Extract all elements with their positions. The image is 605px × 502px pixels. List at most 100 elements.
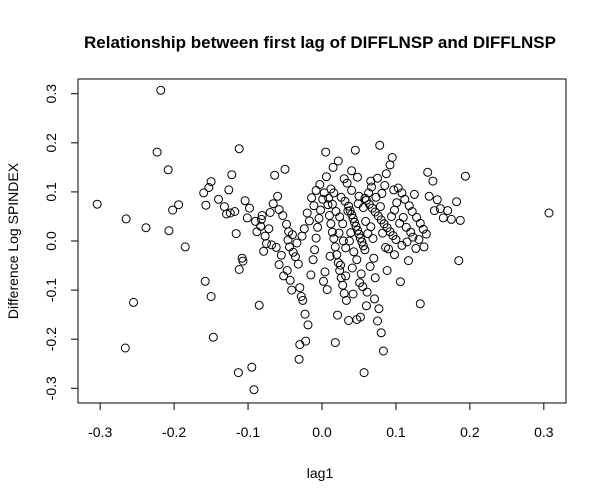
y-tick-label: 0.2 bbox=[43, 133, 59, 153]
data-point bbox=[346, 228, 356, 238]
data-point bbox=[331, 207, 341, 216]
data-point bbox=[408, 232, 418, 242]
data-point bbox=[390, 250, 399, 260]
data-point bbox=[264, 224, 274, 234]
x-tick-label: 0.2 bbox=[460, 424, 480, 440]
data-point bbox=[313, 222, 323, 232]
data-point bbox=[299, 224, 309, 234]
data-point bbox=[323, 200, 333, 210]
data-point bbox=[385, 160, 395, 170]
data-point bbox=[365, 262, 375, 271]
data-point bbox=[415, 218, 425, 228]
data-point bbox=[249, 385, 259, 395]
data-point bbox=[392, 198, 402, 208]
data-point bbox=[274, 260, 284, 270]
y-tick-label: 0.1 bbox=[43, 182, 59, 202]
data-point bbox=[293, 259, 303, 269]
data-point bbox=[330, 338, 340, 348]
data-points bbox=[92, 85, 554, 395]
x-tick-label: 0.0 bbox=[312, 424, 332, 440]
data-point bbox=[333, 258, 343, 268]
data-point bbox=[321, 147, 331, 157]
data-point bbox=[265, 208, 275, 217]
data-point bbox=[319, 188, 329, 198]
y-tick-label: 0.0 bbox=[43, 231, 59, 251]
data-point bbox=[341, 295, 351, 305]
data-point bbox=[304, 216, 314, 226]
data-point bbox=[423, 167, 433, 177]
data-point bbox=[225, 208, 235, 218]
data-point bbox=[325, 251, 335, 261]
data-point bbox=[260, 231, 270, 241]
data-point bbox=[278, 211, 288, 220]
data-point bbox=[315, 180, 325, 189]
data-point bbox=[234, 265, 244, 274]
data-point bbox=[322, 285, 332, 295]
data-point bbox=[163, 165, 173, 175]
data-point bbox=[152, 147, 162, 157]
data-point bbox=[380, 181, 390, 190]
x-tick-label: 0.3 bbox=[534, 424, 554, 440]
data-point bbox=[256, 214, 266, 224]
data-point bbox=[341, 271, 351, 281]
data-point bbox=[353, 225, 362, 235]
data-point bbox=[370, 273, 380, 283]
data-point bbox=[369, 253, 379, 263]
data-point bbox=[230, 207, 240, 216]
data-point bbox=[256, 221, 266, 231]
data-point bbox=[377, 188, 387, 198]
data-point bbox=[424, 191, 434, 201]
data-point bbox=[378, 346, 388, 356]
x-tick-label: 0.1 bbox=[386, 424, 406, 440]
data-point bbox=[353, 172, 362, 182]
data-point bbox=[446, 214, 456, 224]
data-point bbox=[321, 172, 331, 182]
data-point bbox=[199, 188, 209, 198]
data-point bbox=[259, 246, 269, 256]
data-point bbox=[303, 320, 313, 330]
data-point bbox=[120, 343, 130, 353]
data-point bbox=[401, 222, 411, 232]
data-point bbox=[348, 213, 358, 223]
data-point bbox=[231, 229, 241, 239]
data-point bbox=[327, 227, 337, 237]
data-point bbox=[414, 235, 424, 244]
data-point bbox=[121, 214, 131, 224]
data-point bbox=[366, 222, 376, 232]
data-point bbox=[351, 221, 361, 231]
data-point bbox=[257, 211, 267, 220]
data-point bbox=[251, 216, 260, 226]
data-point bbox=[327, 199, 337, 209]
data-point bbox=[412, 212, 422, 222]
data-point bbox=[318, 194, 328, 204]
data-point bbox=[295, 340, 305, 350]
data-point bbox=[282, 266, 292, 275]
data-point bbox=[333, 156, 343, 166]
data-point bbox=[357, 237, 367, 247]
data-point bbox=[395, 277, 405, 287]
data-point bbox=[367, 182, 376, 192]
data-point bbox=[344, 236, 354, 246]
data-point bbox=[206, 292, 216, 301]
data-point bbox=[267, 240, 277, 250]
data-point bbox=[310, 245, 320, 255]
data-point bbox=[361, 216, 371, 226]
chart-title: Relationship between first lag of DIFFLN… bbox=[84, 33, 556, 52]
x-axis: -0.3 -0.2 -0.1 0.0 0.1 0.2 0.3 bbox=[88, 402, 554, 440]
y-axis: -0.3 -0.2 -0.1 0.0 0.1 0.2 0.3 bbox=[43, 84, 79, 400]
data-point bbox=[319, 276, 328, 286]
data-point bbox=[240, 196, 250, 206]
data-point bbox=[295, 283, 305, 293]
data-point bbox=[316, 205, 325, 215]
data-point bbox=[314, 213, 324, 223]
data-point bbox=[418, 224, 428, 234]
data-point bbox=[353, 199, 363, 209]
data-point bbox=[354, 191, 364, 201]
data-point bbox=[219, 202, 229, 212]
data-point bbox=[404, 256, 413, 266]
data-point bbox=[355, 233, 365, 243]
data-point bbox=[285, 275, 295, 285]
data-point bbox=[432, 195, 442, 205]
data-point bbox=[309, 201, 319, 211]
data-point bbox=[336, 260, 345, 270]
